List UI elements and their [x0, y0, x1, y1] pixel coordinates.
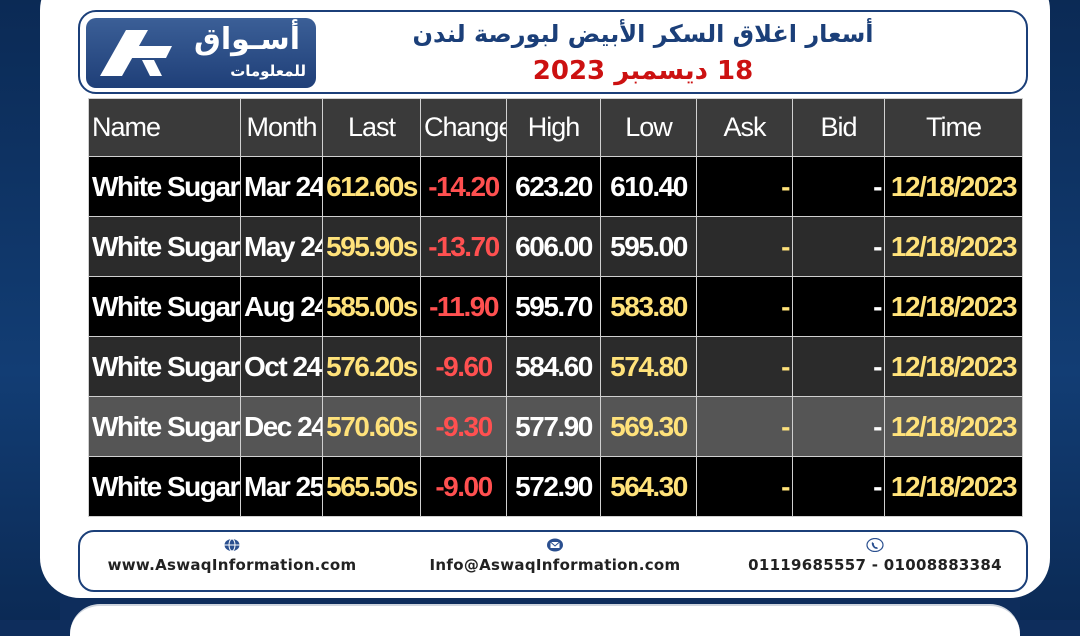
cell-bid: - — [792, 336, 885, 397]
cell-month: Oct 24 — [240, 336, 323, 397]
column-header-bid: Bid — [792, 98, 885, 157]
cell-change: -13.70 — [420, 216, 507, 277]
cell-ask: - — [696, 456, 793, 517]
cell-change: -14.20 — [420, 156, 507, 217]
cell-high: 584.60 — [506, 336, 601, 397]
cell-change: -9.60 — [420, 336, 507, 397]
table-row: White Sugar #5 Aug 24 585.00s -11.90 595… — [88, 276, 1023, 337]
cell-time: 12/18/2023 — [884, 396, 1023, 457]
cell-high: 595.70 — [506, 276, 601, 337]
cell-month: Mar 25 — [240, 456, 323, 517]
envelope-icon — [547, 538, 563, 552]
cell-high: 577.90 — [506, 396, 601, 457]
globe-icon — [224, 538, 240, 552]
column-header-change: Change — [420, 98, 507, 157]
phone-icon — [866, 538, 884, 552]
email-link[interactable]: Info@AswaqInformation.com — [429, 556, 681, 574]
cell-time: 12/18/2023 — [884, 336, 1023, 397]
cell-low: 583.80 — [600, 276, 697, 337]
cell-name: White Sugar #5 — [88, 216, 241, 277]
website-link[interactable]: www.AswaqInformation.com — [107, 556, 357, 574]
cell-time: 12/18/2023 — [884, 456, 1023, 517]
logo-subtitle: للمعلومات — [230, 62, 306, 80]
table-header-row: Name Month Last Change High Low Ask Bid … — [88, 98, 1023, 157]
column-header-low: Low — [600, 98, 697, 157]
footer-email[interactable]: Info@AswaqInformation.com — [410, 538, 700, 574]
table-row: White Sugar #5 Oct 24 576.20s -9.60 584.… — [88, 336, 1023, 397]
cell-time: 12/18/2023 — [884, 276, 1023, 337]
brand-logo: أسـواق للمعلومات — [86, 18, 316, 88]
cell-high: 623.20 — [506, 156, 601, 217]
cell-name: White Sugar #5 — [88, 276, 241, 337]
cell-low: 595.00 — [600, 216, 697, 277]
logo-name: أسـواق — [194, 22, 300, 57]
cell-low: 564.30 — [600, 456, 697, 517]
cell-month: Aug 24 — [240, 276, 323, 337]
header-panel: أسـواق للمعلومات أسعار اغلاق السكر الأبي… — [78, 10, 1028, 94]
cell-high: 572.90 — [506, 456, 601, 517]
column-header-name: Name — [88, 98, 241, 157]
column-header-ask: Ask — [696, 98, 793, 157]
cell-low: 574.80 — [600, 336, 697, 397]
cell-last: 585.00s — [322, 276, 421, 337]
cell-time: 12/18/2023 — [884, 216, 1023, 277]
cell-last: 576.20s — [322, 336, 421, 397]
cell-bid: - — [792, 456, 885, 517]
table-row: White Sugar #5 Mar 24 612.60s -14.20 623… — [88, 156, 1023, 217]
cell-bid: - — [792, 156, 885, 217]
table-row: White Sugar #5 May 24 595.90s -13.70 606… — [88, 216, 1023, 277]
column-header-month: Month — [240, 98, 323, 157]
cell-ask: - — [696, 276, 793, 337]
cell-month: Mar 24 — [240, 156, 323, 217]
next-card-edge — [70, 604, 1020, 636]
cell-ask: - — [696, 396, 793, 457]
column-header-last: Last — [322, 98, 421, 157]
cell-low: 610.40 — [600, 156, 697, 217]
cell-ask: - — [696, 216, 793, 277]
cell-month: May 24 — [240, 216, 323, 277]
cell-change: -11.90 — [420, 276, 507, 337]
cell-ask: - — [696, 336, 793, 397]
cell-bid: - — [792, 216, 885, 277]
cell-bid: - — [792, 276, 885, 337]
column-header-high: High — [506, 98, 601, 157]
cell-low: 569.30 — [600, 396, 697, 457]
page-title: أسعار اغلاق السكر الأبيض لبورصة لندن — [412, 20, 874, 48]
cell-ask: - — [696, 156, 793, 217]
cell-change: -9.30 — [420, 396, 507, 457]
page-date: 18 ديسمبر 2023 — [532, 56, 754, 86]
cell-name: White Sugar #5 — [88, 336, 241, 397]
cell-last: 595.90s — [322, 216, 421, 277]
footer-website[interactable]: www.AswaqInformation.com — [92, 538, 372, 574]
quotes-table: Name Month Last Change High Low Ask Bid … — [88, 98, 1023, 517]
cell-month: Dec 24 — [240, 396, 323, 457]
phone-numbers[interactable]: 01119685557 - 01008883384 — [748, 556, 1002, 574]
table-row: White Sugar #5 Dec 24 570.60s -9.30 577.… — [88, 396, 1023, 457]
cell-last: 570.60s — [322, 396, 421, 457]
cell-time: 12/18/2023 — [884, 156, 1023, 217]
cell-last: 565.50s — [322, 456, 421, 517]
cell-name: White Sugar #5 — [88, 456, 241, 517]
column-header-time: Time — [884, 98, 1023, 157]
cell-bid: - — [792, 396, 885, 457]
cell-last: 612.60s — [322, 156, 421, 217]
table-row: White Sugar #5 Mar 25 565.50s -9.00 572.… — [88, 456, 1023, 517]
cell-name: White Sugar #5 — [88, 396, 241, 457]
cell-name: White Sugar #5 — [88, 156, 241, 217]
logo-a-icon — [100, 30, 172, 76]
contact-footer: www.AswaqInformation.com Info@AswaqInfor… — [78, 530, 1028, 592]
footer-phone[interactable]: 01119685557 - 01008883384 — [730, 538, 1020, 574]
cell-change: -9.00 — [420, 456, 507, 517]
cell-high: 606.00 — [506, 216, 601, 277]
